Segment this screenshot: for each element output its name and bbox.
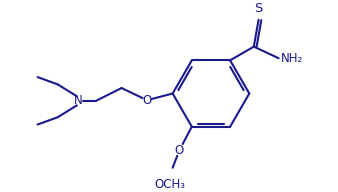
Text: OCH₃: OCH₃ — [154, 178, 186, 191]
Text: S: S — [255, 2, 263, 15]
Text: O: O — [143, 94, 152, 107]
Text: N: N — [73, 94, 82, 107]
Text: NH₂: NH₂ — [281, 52, 304, 65]
Text: O: O — [174, 144, 184, 157]
